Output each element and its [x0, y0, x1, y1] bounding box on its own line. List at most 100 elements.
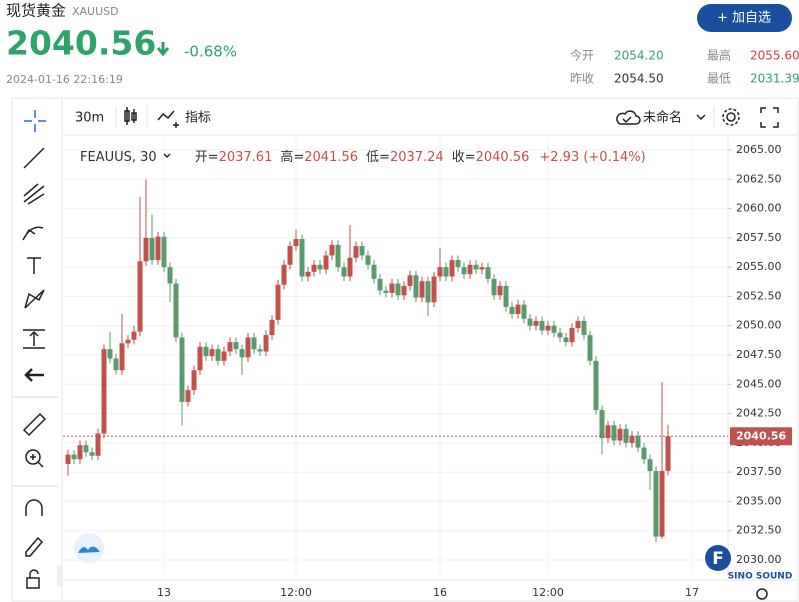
candle-body — [125, 339, 131, 344]
candle-body — [83, 445, 89, 453]
text-tool[interactable] — [27, 257, 41, 274]
candle-body — [515, 304, 521, 314]
legend-close: 2040.56 — [476, 150, 530, 165]
pattern-tool[interactable] — [24, 289, 45, 309]
add-watch-label[interactable]: + 加自选 — [717, 11, 771, 26]
stat-value: 2031.39 — [750, 72, 799, 86]
symbol: XAUUSD — [72, 5, 119, 18]
candle-body — [197, 346, 203, 371]
candle-body — [329, 244, 335, 256]
pencil-tool[interactable] — [25, 536, 44, 557]
logo-wave — [78, 546, 100, 553]
down-arrow — [156, 42, 170, 57]
brush-tool[interactable] — [22, 226, 44, 241]
add-watch-button[interactable] — [697, 4, 792, 32]
candle-body — [437, 267, 443, 277]
plot: 2030.002032.502035.002037.502040.002042.… — [63, 136, 792, 599]
chevron[interactable] — [696, 114, 706, 121]
back-tool[interactable] — [24, 368, 44, 382]
candle-body — [407, 275, 413, 286]
candle-body — [491, 278, 497, 296]
settings-gear[interactable] — [722, 108, 740, 126]
candle-body — [449, 260, 455, 277]
candle-body — [95, 433, 101, 456]
y-tick-label: 2052.50 — [736, 289, 782, 302]
candle-body — [311, 264, 317, 272]
candle-body — [623, 428, 629, 443]
last-price-label: 2040.56 — [736, 429, 786, 442]
candle-body — [353, 246, 359, 258]
stat-label: 最低 — [707, 72, 731, 86]
indicators[interactable]: 指标 — [185, 111, 211, 126]
candle-body — [323, 255, 329, 270]
candle-body — [371, 264, 377, 279]
candle-body — [419, 281, 425, 298]
magnet-tool[interactable] — [25, 499, 43, 516]
last-price-box — [730, 427, 792, 446]
stat-value: 2054.20 — [614, 49, 664, 63]
candle-body — [245, 337, 251, 358]
candle-body — [605, 425, 611, 439]
logo-badge — [74, 533, 104, 563]
legend-symbol: FEAUUS, 30 — [80, 150, 157, 165]
candle-body — [161, 236, 167, 268]
candle-body — [305, 271, 311, 277]
candle-body — [653, 470, 659, 537]
candle-body — [203, 346, 209, 357]
crosshair-tool[interactable] — [24, 110, 46, 132]
candle-body — [275, 284, 281, 320]
candle-body — [71, 454, 77, 460]
ruler-tool[interactable] — [22, 412, 47, 437]
candle-body — [527, 318, 533, 326]
price: 2040.56 — [6, 24, 156, 63]
legend-chevron[interactable] — [163, 153, 171, 159]
fib-tool[interactable] — [23, 183, 45, 205]
candle-body — [377, 278, 383, 291]
candle-type-icon[interactable] — [124, 107, 137, 125]
candle-body — [179, 337, 185, 402]
candle-body — [461, 267, 467, 275]
watermark-badge — [705, 545, 731, 571]
interval[interactable]: 30m — [75, 111, 104, 126]
settings-icon[interactable] — [726, 112, 736, 122]
candle-body — [317, 264, 323, 270]
candle-body — [593, 360, 599, 411]
candle-body — [551, 325, 557, 333]
line-tool[interactable] — [23, 147, 45, 169]
legend-low: 2037.24 — [390, 150, 444, 165]
axis-settings[interactable] — [756, 588, 768, 600]
candle-body — [215, 349, 221, 361]
candle-body — [581, 321, 587, 336]
watermark-logo: F — [712, 549, 724, 569]
cloud-icon[interactable] — [616, 110, 641, 125]
legend-low-label: 低= — [366, 150, 390, 165]
fullscreen-icon[interactable] — [760, 107, 779, 128]
legend-high-label: 高= — [280, 149, 304, 165]
candle-body — [599, 410, 605, 439]
stat-value: 2054.50 — [614, 72, 664, 86]
zoom-tool[interactable] — [25, 449, 41, 465]
candle-body — [77, 445, 83, 460]
candle-body — [641, 447, 647, 460]
candle-body — [155, 236, 161, 261]
legend-high: 2041.56 — [304, 150, 358, 165]
candle-body — [251, 337, 257, 350]
candle-body — [269, 319, 275, 336]
left-tools — [12, 110, 58, 589]
layout-name[interactable]: 未命名 — [643, 110, 682, 126]
candle-body — [335, 244, 341, 268]
stat-value: 2055.60 — [750, 49, 799, 63]
candle-body — [587, 335, 593, 361]
stat-label: 昨收 — [570, 72, 594, 86]
candle-body — [107, 349, 113, 359]
x-tick-label: 16 — [433, 586, 447, 599]
candle-body — [497, 285, 503, 296]
indicator-icon[interactable] — [157, 110, 179, 128]
change-pct: -0.68% — [184, 43, 237, 61]
scroll-handle[interactable] — [57, 566, 63, 586]
lock-tool[interactable] — [26, 577, 40, 589]
candle-body — [395, 283, 401, 296]
measure-tool[interactable] — [23, 329, 45, 349]
y-tick-label: 2032.50 — [736, 524, 782, 537]
